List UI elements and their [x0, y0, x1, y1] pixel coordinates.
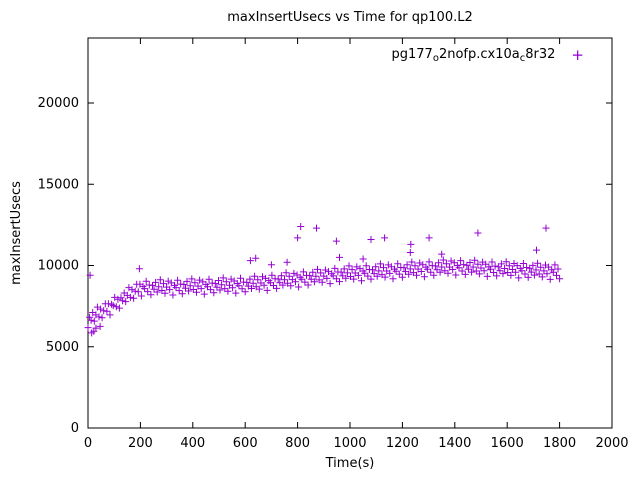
x-tick-label: 2000 — [595, 436, 628, 451]
x-axis-label: Time(s) — [325, 456, 375, 471]
y-tick-label: 10000 — [38, 259, 79, 274]
legend-marker-plus: + — [571, 45, 584, 64]
legend-label-segment: pg177 — [391, 47, 433, 62]
y-tick-label: 15000 — [38, 177, 79, 192]
y-tick-label: 20000 — [38, 96, 79, 111]
axis-ticks — [87, 38, 613, 429]
scatter-points — [84, 223, 564, 337]
y-axis-label: maxInsertUsecs — [9, 181, 24, 285]
x-tick-label: 600 — [233, 436, 258, 451]
x-tick-label: 1800 — [543, 436, 576, 451]
chart-title: maxInsertUsecs vs Time for qp100.L2 — [227, 10, 473, 25]
legend-label-segment: 8r32 — [525, 47, 556, 62]
legend-label-segment: 2nofp.cx10a — [438, 47, 520, 62]
x-tick-label: 200 — [128, 436, 153, 451]
x-tick-label: 1000 — [333, 436, 366, 451]
legend-label-segment: c — [519, 53, 526, 64]
legend-label: pg177o2nofp.cx10ac8r32 — [391, 47, 556, 64]
x-tick-label: 1200 — [386, 436, 419, 451]
plot-border — [87, 37, 613, 429]
x-tick-label: 0 — [84, 436, 92, 451]
x-tick-label: 800 — [285, 436, 310, 451]
x-tick-label: 400 — [180, 436, 205, 451]
legend: pg177o2nofp.cx10ac8r32 + — [391, 45, 584, 64]
y-tick-label: 5000 — [46, 340, 79, 355]
y-tick-label: 0 — [71, 421, 79, 436]
legend-label-segment: o — [432, 53, 439, 64]
x-tick-label: 1600 — [491, 436, 524, 451]
x-tick-label: 1400 — [438, 436, 471, 451]
